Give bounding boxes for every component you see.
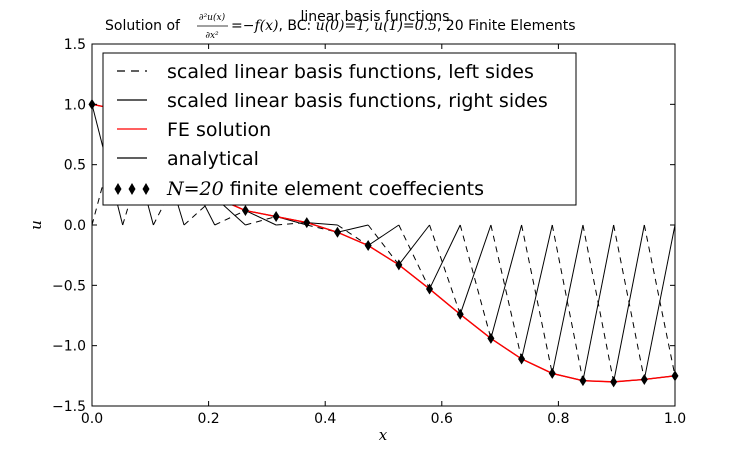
basis-left-side	[459, 224, 492, 339]
x-axis-label: x	[379, 426, 388, 444]
basis-left-side	[276, 222, 307, 226]
legend-label-coefficients-rest: finite element coeffecients	[224, 178, 484, 200]
legend-label-left-sides: scaled linear basis functions, left side…	[167, 61, 534, 83]
basis-left-side	[643, 224, 676, 376]
coefficient-marker	[333, 226, 341, 238]
basis-right-side	[306, 222, 338, 226]
legend: scaled linear basis functions, left side…	[102, 52, 577, 206]
legend-swatch-diamond-2	[128, 183, 136, 195]
x-tick-label: 0.2	[197, 411, 219, 427]
coefficient-marker	[272, 211, 280, 223]
coefficient-marker	[640, 373, 648, 385]
y-tick-label: 0.0	[64, 218, 86, 234]
x-ticks: 0.0 0.2 0.4 0.6 0.8 1.0	[81, 44, 686, 427]
x-tick-label: 1.0	[664, 411, 686, 427]
basis-right-side	[367, 224, 400, 246]
legend-label-analytical: analytical	[167, 148, 259, 170]
x-tick-label: 0.0	[81, 411, 103, 427]
basis-left-side	[214, 210, 246, 226]
coefficient-marker	[579, 375, 587, 387]
legend-label-fe-solution: FE solution	[167, 119, 271, 141]
subtitle-prefix: Solution of	[105, 18, 181, 34]
y-axis-label: u	[27, 220, 45, 230]
legend-label-coefficients-eq: =20	[184, 178, 224, 200]
basis-left-side	[490, 224, 523, 360]
y-tick-label: −1.0	[52, 339, 86, 355]
basis-right-side	[337, 224, 369, 233]
legend-box	[102, 52, 577, 206]
coefficient-marker	[610, 376, 618, 388]
chart-subtitle: Solution of	[105, 18, 181, 34]
basis-left-side	[429, 224, 461, 315]
plot-area-frame	[91, 43, 676, 407]
subtitle-middle: , BC:	[278, 18, 315, 34]
y-tick-label: 1.5	[64, 37, 86, 53]
legend-swatch-diamond-3	[142, 183, 150, 195]
basis-left-side	[551, 224, 584, 381]
basis-right-side	[245, 210, 277, 226]
legend-label-coefficients-math: N	[166, 178, 185, 200]
coefficient-marker	[303, 217, 311, 229]
y-tick-label: −1.5	[52, 399, 86, 415]
basis-right-side	[459, 224, 492, 315]
basis-right-side	[429, 224, 461, 290]
subtitle-formula-denominator: ∂x²	[205, 31, 219, 41]
y-tick-label: 0.5	[64, 158, 86, 174]
basis-right-side	[521, 224, 553, 360]
basis-right-side	[551, 224, 584, 374]
y-tick-label: 1.0	[64, 97, 86, 113]
coefficient-marker	[395, 259, 403, 271]
legend-label-right-sides: scaled linear basis functions, right sid…	[167, 90, 548, 112]
legend-label-coefficients: N=20 finite element coeffecients	[166, 178, 484, 200]
coefficient-marker	[487, 332, 495, 344]
y-ticks: 1.5 1.0 0.5 0.0 −0.5 −1.0 −1.5	[52, 37, 675, 415]
coefficient-marker	[241, 205, 249, 217]
basis-left-side	[245, 216, 277, 226]
coefficient-marker	[518, 353, 526, 365]
coefficient-marker	[548, 367, 556, 379]
coefficient-marker	[364, 240, 372, 252]
subtitle-formula-rhs: =−f(x)	[231, 18, 278, 34]
subtitle-suffix: , 20 Finite Elements	[437, 18, 576, 34]
basis-left-side	[398, 224, 430, 290]
y-tick-label: −0.5	[52, 278, 86, 294]
basis-left-side	[367, 224, 400, 266]
coefficient-marker	[426, 283, 434, 295]
basis-right-side	[643, 224, 676, 380]
basis-right-side	[490, 224, 523, 339]
basis-right-side	[398, 224, 430, 266]
subtitle-formula-numerator: ∂²u(x)	[199, 12, 226, 23]
x-tick-label: 0.8	[547, 411, 569, 427]
legend-swatch-diamond-1	[114, 183, 122, 195]
chart-subtitle-rest: =−f(x), BC: u(0)=1, u(1)=0.5, 20 Finite …	[231, 18, 576, 34]
basis-right-side	[613, 224, 645, 382]
basis-left-side	[337, 224, 369, 246]
subtitle-bc: u(0)=1, u(1)=0.5	[316, 18, 437, 34]
coefficient-marker	[456, 308, 464, 320]
x-tick-label: 0.6	[431, 411, 453, 427]
basis-left-side	[521, 224, 553, 374]
x-tick-label: 0.4	[314, 411, 336, 427]
chart-title: linear basis functions	[301, 9, 450, 25]
basis-right-side	[582, 224, 615, 381]
